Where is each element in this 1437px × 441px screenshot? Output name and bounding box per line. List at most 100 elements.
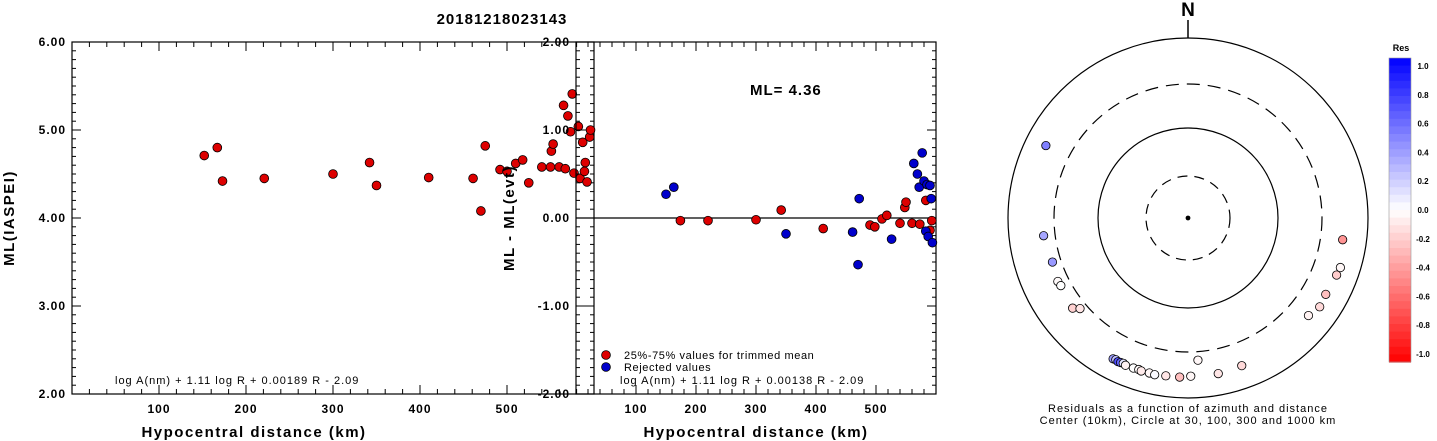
colorbar-band [1389,73,1411,82]
station-point [1039,231,1049,241]
colorbar-tick-label: -0.8 [1416,321,1430,330]
data-point [668,182,679,193]
colorbar-band [1389,179,1411,188]
colorbar-band [1389,202,1411,211]
colorbar-title: Res [1393,43,1410,53]
colorbar-band [1389,331,1411,340]
colorbar-band [1389,65,1411,74]
station-point [1150,370,1160,380]
colorbar-band [1389,164,1411,173]
colorbar-band [1389,134,1411,143]
colorbar-bands [1389,58,1411,363]
colorbar-band [1389,187,1411,196]
x-tick-labels: 100 200 300 400 500 [147,402,518,416]
station-point [1193,355,1203,365]
magnitude-formula: log A(nm) + 1.11 log R + 0.00189 R - 2.0… [115,375,359,387]
legend-label-rejected: Rejected values [624,362,711,374]
data-point [548,139,558,149]
colorbar-band [1389,346,1411,355]
colorbar-band [1389,172,1411,181]
colorbar-tick-label: -1.0 [1416,350,1430,359]
tick-marks [576,41,936,395]
data-point [502,166,512,177]
x-tick-label: 100 [624,402,647,416]
station-point [1175,372,1185,382]
legend-label-trimmed: 25%-75% values for trimmed mean [624,350,814,362]
colorbar-band [1389,96,1411,105]
data-point [560,163,571,174]
station-point [1120,360,1131,370]
x-tick-label: 300 [321,402,344,416]
station-point [1315,302,1325,312]
data-point [908,158,919,169]
data-point [480,141,491,151]
data-point [927,237,938,248]
data-point [259,173,270,184]
colorbar-band [1389,255,1411,264]
x-tick-label: 500 [495,402,518,416]
colorbar-band [1389,225,1411,234]
x-tick-label: 200 [234,402,257,416]
data-point [907,218,917,229]
data-point [881,210,892,221]
colorbar-band [1389,248,1411,257]
data-point [585,125,596,135]
residual-colorbar: Res 1.0 0.8 0.6 0.4 0.2 0.0 -0.2 -0.4 -0.6 -0.8 -1… [1388,43,1430,363]
data-point [675,215,686,226]
data-point [661,189,671,200]
epicenter-marker [1185,215,1191,221]
colorbar-tick-label: -0.4 [1416,264,1430,273]
data-point [567,89,578,99]
colorbar-band [1389,111,1411,120]
colorbar-tick-label: 0.6 [1417,120,1429,129]
colorbar-band [1389,270,1411,279]
data-point [912,169,923,179]
colorbar-frame [1388,57,1412,363]
y-tick-label: 2.00 [39,387,66,401]
station-point [1332,270,1342,280]
legend-marker-rejected [601,362,611,372]
azimuth-residual-panel: N Residuals as a function of azimuth and… [1007,0,1369,427]
x-axis-label: Hypocentral distance (km) [643,424,868,441]
ring-100-km [1097,127,1279,309]
colorbar-tick-label: -0.2 [1416,235,1430,244]
data-point [854,193,864,204]
station-point [1303,310,1314,321]
y-tick-label: 1.00 [543,123,570,137]
data-point [818,223,828,234]
data-point [476,206,486,216]
colorbar-band [1389,118,1411,127]
magnitude-formula: log A(nm) + 1.11 log R + 0.00138 R - 2.0… [620,375,864,387]
colorbar-band [1389,316,1411,325]
x-tick-label: 300 [744,402,767,416]
data-point [925,180,935,191]
x-tick-labels: 100 200 300 400 500 [624,402,886,416]
y-tick-labels: -2.00 -1.00 0.00 1.00 2.00 [538,35,570,401]
colorbar-band [1389,263,1411,272]
x-tick-label: 400 [408,402,431,416]
station-residual-points [1039,140,1348,382]
colorbar-band [1389,354,1411,363]
data-point [917,148,927,158]
station-point [1075,304,1085,314]
data-point [776,205,786,215]
legend-marker-trimmed [601,350,611,360]
data-point [579,166,590,177]
colorbar-band [1389,80,1411,89]
colorbar-band [1389,301,1411,310]
data-point [536,162,547,172]
data-point [869,222,880,232]
data-point [328,169,338,179]
station-point [1237,361,1247,371]
y-axis-label: ML(IASPEI) [1,170,18,266]
data-point [847,227,858,237]
colorbar-band [1389,210,1411,219]
station-point [1041,140,1051,151]
polar-caption-line-1: Residuals as a function of azimuth and d… [1048,403,1328,415]
colorbar-band [1389,308,1411,317]
y-tick-label: -1.00 [538,299,570,313]
colorbar-band [1389,293,1411,302]
data-point [580,157,591,168]
data-point [582,177,592,187]
data-point [371,180,382,191]
